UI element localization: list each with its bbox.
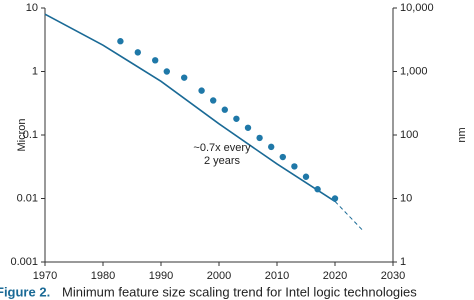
y-tick-label: 10 (26, 2, 38, 14)
y2-tick-label: 10,000 (400, 2, 434, 14)
data-point (198, 87, 205, 94)
y-tick-label: 0.1 (23, 129, 38, 141)
data-point (302, 173, 310, 180)
x-tick-label: 1980 (91, 270, 115, 282)
data-point (314, 186, 321, 193)
y-tick-label: 0.001 (10, 256, 38, 268)
x-tick-label: 2010 (265, 270, 289, 282)
x-tick-label: 2030 (381, 270, 405, 282)
y2-tick-label: 1 (400, 256, 406, 268)
y2-tick-label: 1,000 (400, 65, 428, 77)
y-axis-title: Micron (16, 118, 28, 151)
data-point (117, 38, 124, 45)
data-point (210, 97, 217, 104)
x-tick-label: 2020 (323, 270, 347, 282)
data-point (331, 195, 339, 202)
data-point (221, 106, 228, 113)
trend-line (44, 13, 336, 203)
x-tick-label: 1970 (33, 270, 57, 282)
data-point (134, 49, 141, 56)
data-point (279, 153, 286, 161)
y-tick-label: 0.01 (17, 192, 38, 204)
caption: Minimum feature size scaling trend for I… (62, 284, 417, 299)
x-tick-label: 2000 (207, 270, 231, 282)
y2-axis-title: nm (456, 127, 468, 142)
data-point (163, 68, 170, 75)
x-tick-label: 1990 (149, 270, 173, 282)
axis-frame (44, 8, 394, 263)
data-point (268, 143, 275, 151)
y2-tick-label: 10 (400, 192, 412, 204)
data-point (256, 134, 263, 142)
data-point (233, 115, 240, 122)
caption-label: Figure 2. (0, 284, 50, 299)
y-tick-label: 1 (32, 65, 38, 77)
annotation: 2 years (204, 155, 241, 167)
data-point (291, 163, 298, 170)
data-point (244, 124, 252, 131)
data-point (152, 57, 159, 64)
annotation: ~0.7x every (193, 142, 251, 154)
data-point (181, 74, 188, 81)
y2-tick-label: 100 (400, 129, 418, 141)
trend-line (334, 201, 365, 233)
